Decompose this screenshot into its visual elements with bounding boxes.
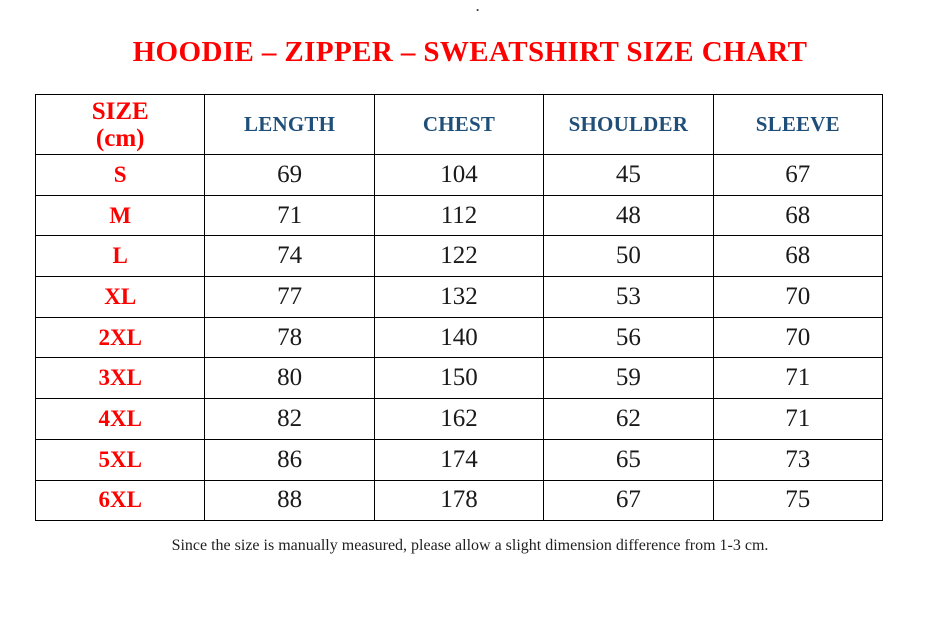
length-cell: 77 bbox=[204, 276, 375, 318]
size-cell: S bbox=[34, 154, 206, 196]
size-cell: 5XL bbox=[34, 438, 206, 481]
sleeve-cell: 70 bbox=[712, 316, 884, 359]
column-header-shoulder: SHOULDER bbox=[543, 94, 714, 155]
table-row: 5XL 86 174 65 73 bbox=[34, 438, 884, 481]
shoulder-cell: 48 bbox=[543, 194, 714, 237]
page-title: HOODIE – ZIPPER – SWEATSHIRT SIZE CHART bbox=[132, 36, 808, 68]
column-header-size: SIZE (cm) bbox=[34, 94, 206, 155]
table-row: M 71 112 48 68 bbox=[34, 194, 884, 237]
chest-cell: 178 bbox=[373, 479, 545, 522]
size-cell: 2XL bbox=[34, 316, 206, 359]
length-cell: 86 bbox=[204, 438, 375, 481]
sleeve-cell: 75 bbox=[712, 479, 884, 522]
table-header-row: SIZE (cm) LENGTH CHEST SHOULDER SLEEVE bbox=[34, 94, 884, 155]
size-cell: XL bbox=[34, 276, 206, 318]
length-cell: 69 bbox=[204, 154, 375, 196]
chest-cell: 174 bbox=[373, 438, 545, 481]
table-row: 6XL 88 178 67 75 bbox=[34, 479, 884, 522]
column-header-length: LENGTH bbox=[204, 94, 375, 155]
length-cell: 71 bbox=[204, 194, 375, 237]
sleeve-cell: 71 bbox=[712, 398, 884, 440]
table-row: 3XL 80 150 59 71 bbox=[34, 357, 884, 400]
size-cell: M bbox=[34, 194, 206, 237]
shoulder-cell: 67 bbox=[543, 479, 714, 522]
table-row: 2XL 78 140 56 70 bbox=[34, 316, 884, 359]
shoulder-cell: 62 bbox=[543, 398, 714, 440]
chest-cell: 140 bbox=[373, 316, 545, 359]
chest-cell: 162 bbox=[373, 398, 545, 440]
chest-cell: 112 bbox=[373, 194, 545, 237]
size-cell: 3XL bbox=[34, 357, 206, 400]
shoulder-cell: 50 bbox=[543, 235, 714, 278]
chest-cell: 104 bbox=[373, 154, 545, 196]
sleeve-cell: 68 bbox=[712, 235, 884, 278]
size-cell: L bbox=[34, 235, 206, 278]
sleeve-cell: 71 bbox=[712, 357, 884, 400]
shoulder-cell: 65 bbox=[543, 438, 714, 481]
size-cell: 6XL bbox=[34, 479, 206, 522]
shoulder-cell: 53 bbox=[543, 276, 714, 318]
length-cell: 74 bbox=[204, 235, 375, 278]
table-row: L 74 122 50 68 bbox=[34, 235, 884, 278]
stray-period-mark: . bbox=[476, 0, 480, 14]
shoulder-cell: 45 bbox=[543, 154, 714, 196]
table-row: S 69 104 45 67 bbox=[34, 154, 884, 196]
chest-cell: 122 bbox=[373, 235, 545, 278]
length-cell: 78 bbox=[204, 316, 375, 359]
size-header-line1: SIZE bbox=[91, 97, 149, 125]
sleeve-cell: 73 bbox=[712, 438, 884, 481]
size-cell: 4XL bbox=[34, 398, 206, 440]
column-header-chest: CHEST bbox=[373, 94, 545, 155]
sleeve-cell: 70 bbox=[712, 276, 884, 318]
table-row: 4XL 82 162 62 71 bbox=[34, 398, 884, 440]
size-header-line2: (cm) bbox=[95, 124, 145, 152]
column-header-sleeve: SLEEVE bbox=[712, 94, 884, 155]
measurement-disclaimer: Since the size is manually measured, ple… bbox=[171, 537, 769, 554]
shoulder-cell: 56 bbox=[543, 316, 714, 359]
table-row: XL 77 132 53 70 bbox=[34, 276, 884, 318]
chest-cell: 132 bbox=[373, 276, 545, 318]
length-cell: 82 bbox=[204, 398, 375, 440]
length-cell: 80 bbox=[204, 357, 375, 400]
size-chart-table: SIZE (cm) LENGTH CHEST SHOULDER SLEEVE S… bbox=[34, 94, 884, 522]
sleeve-cell: 68 bbox=[712, 194, 884, 237]
chest-cell: 150 bbox=[373, 357, 545, 400]
sleeve-cell: 67 bbox=[712, 154, 884, 196]
length-cell: 88 bbox=[204, 479, 375, 522]
shoulder-cell: 59 bbox=[543, 357, 714, 400]
